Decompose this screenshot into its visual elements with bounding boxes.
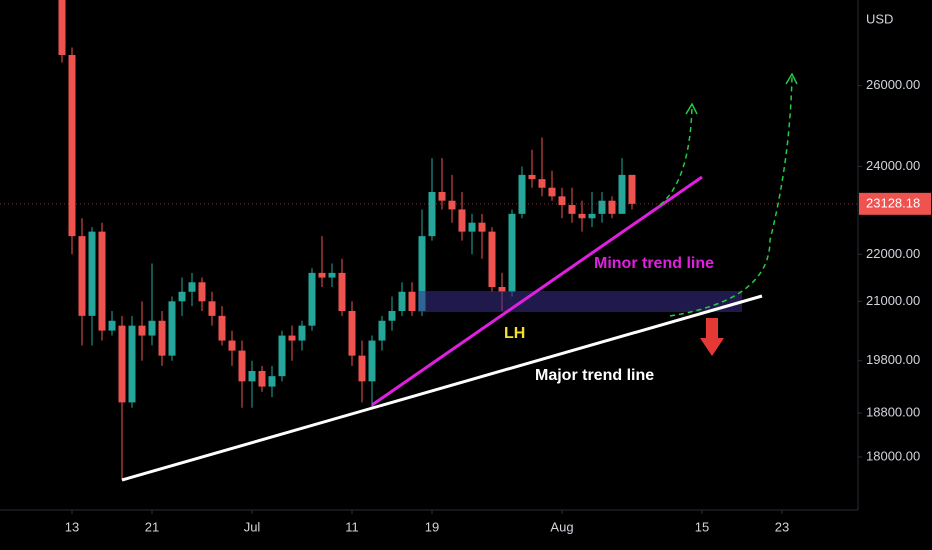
y-tick-label: 22000.00 [866, 246, 920, 261]
candle-body [198, 282, 206, 302]
candle-body [238, 350, 246, 382]
candle-body [528, 174, 536, 180]
candle-body [508, 213, 516, 292]
y-tick-label: 18800.00 [866, 405, 920, 420]
candle-body [448, 200, 456, 210]
candle-body [498, 286, 506, 292]
candle-body [458, 209, 466, 232]
candle-body [138, 325, 146, 336]
candle-body [558, 196, 566, 206]
candle-body [578, 213, 586, 219]
y-tick-label: 21000.00 [866, 293, 920, 308]
x-tick-label: 23 [775, 519, 789, 534]
candle-body [218, 315, 226, 341]
major-trend-line [121, 294, 763, 482]
candle-body [568, 205, 576, 214]
candle-body [98, 231, 106, 331]
candle-body [278, 335, 286, 377]
candle-body [428, 192, 436, 237]
candle-body [108, 320, 116, 331]
drawings: Minor trend line LH Major trend line [121, 72, 798, 482]
zone-box [418, 291, 742, 312]
candle-body [418, 236, 426, 311]
candle-body [148, 320, 156, 336]
candle-body [588, 213, 596, 219]
candle-body [488, 231, 496, 287]
annotation: LH [504, 325, 525, 342]
y-tick-label: 24000.00 [866, 158, 920, 173]
candle-body [248, 371, 256, 382]
candle-body [478, 222, 486, 232]
candle-body [128, 325, 136, 403]
candle-body [618, 174, 626, 214]
x-tick-label: 21 [145, 519, 159, 534]
axis-label: USD [866, 11, 893, 26]
dashed-projection [669, 75, 793, 317]
minor-trend-line [371, 175, 703, 407]
x-tick-label: 11 [345, 519, 359, 534]
y-tick-label: 19800.00 [866, 352, 920, 367]
candle-body [228, 340, 236, 351]
dashed-projection [659, 105, 693, 206]
annotation: Major trend line [535, 367, 654, 384]
candle-body [548, 187, 556, 197]
down-arrow [700, 318, 724, 356]
candle-body [298, 325, 306, 341]
candle-body [58, 0, 66, 56]
candle-body [188, 282, 196, 292]
candle-body [438, 192, 446, 201]
candle-body [368, 340, 376, 382]
candle-body [288, 335, 296, 341]
x-tick-label: 19 [425, 519, 439, 534]
candle-body [538, 179, 546, 188]
candle-body [68, 55, 76, 237]
candle-body [608, 200, 616, 214]
candle-body [178, 291, 186, 302]
candle-body [168, 301, 176, 356]
x-tick-label: 15 [695, 519, 709, 534]
candle-body [158, 320, 166, 356]
last-price-label: 23128.18 [866, 195, 920, 210]
candle-body [118, 325, 126, 403]
candle-body [338, 272, 346, 311]
y-tick-label: 18000.00 [866, 448, 920, 463]
arrow-head [785, 72, 798, 85]
candle-body [328, 272, 336, 278]
candle-body [308, 272, 316, 326]
x-tick-label: 13 [65, 519, 79, 534]
annotation: Minor trend line [594, 255, 714, 272]
candles [58, 0, 636, 480]
candle-body [628, 174, 636, 204]
arrow-head [685, 102, 698, 115]
candle-body [208, 301, 216, 316]
candle-body [358, 355, 366, 382]
y-tick-label: 26000.00 [866, 77, 920, 92]
candle-body [348, 310, 356, 356]
candle-body [388, 310, 396, 321]
candle-body [78, 236, 86, 316]
candle-body [318, 272, 326, 278]
candle-body [398, 291, 406, 311]
candle-body [258, 371, 266, 387]
x-tick-label: Jul [244, 519, 261, 534]
candle-body [88, 231, 96, 316]
candle-body [518, 174, 526, 214]
candle-body [408, 291, 416, 311]
candle-body [378, 320, 386, 341]
candle-body [598, 200, 606, 214]
candle-body [468, 222, 476, 232]
x-tick-label: Aug [550, 519, 573, 534]
candle-body [268, 376, 276, 387]
last-price-box [859, 192, 931, 215]
